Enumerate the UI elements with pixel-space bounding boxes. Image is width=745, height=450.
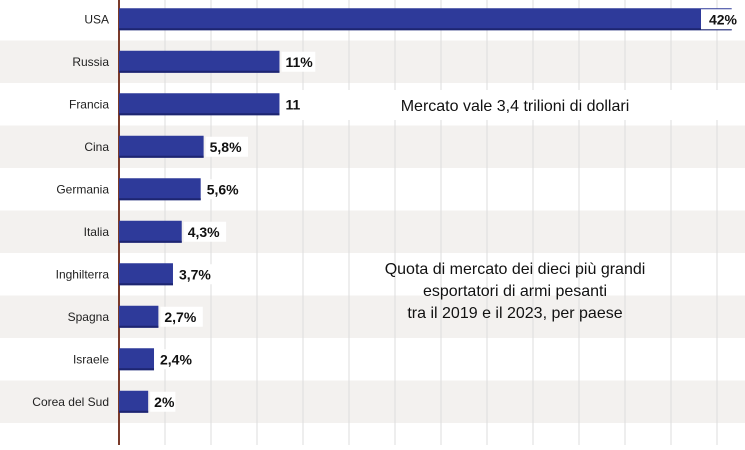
- row-stripe: [0, 380, 745, 423]
- value-label: 5,6%: [207, 181, 239, 197]
- value-label: 2,4%: [160, 351, 192, 367]
- value-label-box: [150, 391, 176, 412]
- category-label: Francia: [69, 97, 109, 111]
- annotation-description: Quota di mercato dei dieci più grandi esp…: [385, 261, 646, 322]
- category-label: USA: [84, 12, 109, 26]
- row-stripe: [0, 40, 745, 83]
- category-label: Israele: [73, 352, 109, 366]
- category-labels: USA Russia Francia Cina Germania Italia Inghil…: [32, 12, 109, 409]
- value-label-box: [160, 306, 203, 327]
- bar-shadow: [119, 70, 280, 73]
- category-label: Germania: [56, 182, 109, 196]
- category-label: Italia: [84, 225, 110, 239]
- value-label: 42%: [709, 11, 738, 27]
- annotation-market: Mercato vale 3,4 trilioni di dollari: [401, 98, 630, 115]
- row-stripe: [0, 210, 745, 253]
- row-stripe: [0, 125, 745, 168]
- grid-lines: [164, 0, 718, 445]
- category-label: Corea del Sud: [32, 395, 109, 409]
- bar: [119, 263, 173, 286]
- category-label: Spagna: [68, 310, 110, 324]
- bar-shadow: [119, 368, 155, 371]
- bar-shadow: [119, 198, 201, 201]
- bars: [119, 8, 732, 413]
- value-label-box: [156, 349, 199, 370]
- value-label-box: [701, 9, 739, 30]
- value-label: 3,7%: [179, 266, 211, 282]
- bar: [119, 178, 201, 201]
- value-label-box: [183, 221, 227, 242]
- bar: [119, 220, 182, 243]
- bar: [119, 305, 159, 328]
- annotations: Mercato vale 3,4 trilioni di dollari Quot…: [300, 90, 730, 322]
- value-label-box: [205, 136, 249, 157]
- annotation-box: [300, 90, 730, 120]
- value-label-box: [281, 51, 316, 72]
- bar: [119, 348, 155, 371]
- bar: [119, 8, 732, 31]
- bar-shadow: [119, 113, 280, 116]
- category-label: Russia: [72, 55, 109, 69]
- bar-shadow: [119, 155, 204, 158]
- bar-shadow: [119, 283, 173, 286]
- value-label: 2%: [154, 394, 175, 410]
- annotation-line: esportatori di armi pesanti: [423, 283, 607, 300]
- value-label: 11%: [285, 54, 313, 70]
- row-stripe: [0, 295, 745, 338]
- value-label-box: [174, 264, 218, 285]
- annotation-line: Quota di mercato dei dieci più grandi: [385, 261, 646, 278]
- annotation-line: tra il 2019 e il 2023, per paese: [407, 305, 622, 322]
- value-label: 2,7%: [164, 309, 196, 325]
- bar-shadow: [119, 410, 149, 413]
- value-label-box: [202, 179, 246, 200]
- bar: [119, 93, 280, 116]
- bar: [119, 390, 149, 413]
- category-label: Cina: [84, 140, 109, 154]
- bar: [119, 135, 204, 158]
- annotation-line: Mercato vale 3,4 trilioni di dollari: [401, 98, 630, 115]
- bar: [119, 50, 280, 73]
- category-label: Inghilterra: [56, 267, 110, 281]
- bar-shadow: [119, 240, 182, 243]
- bar-shadow: [119, 28, 732, 31]
- value-label: 4,3%: [188, 224, 220, 240]
- value-label: 5,8%: [210, 139, 242, 155]
- bar-shadow: [119, 325, 159, 328]
